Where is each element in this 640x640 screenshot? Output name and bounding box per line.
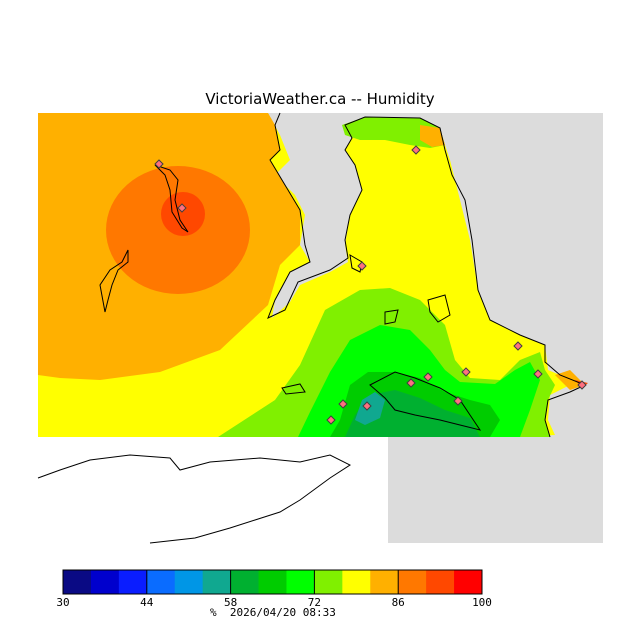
station-marker — [453, 396, 463, 406]
legend-color-swatch — [370, 570, 399, 594]
station-marker — [411, 145, 421, 155]
map-title: VictoriaWeather.ca -- Humidity — [205, 90, 435, 108]
legend-color-swatch — [63, 570, 92, 594]
legend-color-swatch — [286, 570, 315, 594]
legend-tick-label: 72 — [307, 596, 322, 609]
station-markers — [154, 145, 587, 425]
legend-color-swatch — [146, 570, 176, 594]
coastlines — [37, 112, 587, 544]
station-marker — [362, 401, 372, 411]
legend-tick-label: 100 — [472, 596, 492, 609]
legend-color-swatch — [202, 570, 232, 594]
legend-unit: % — [210, 606, 217, 619]
legend-tick-label: 44 — [140, 596, 154, 609]
humidity-zone-teal — [355, 392, 385, 425]
legend-color-swatch — [258, 570, 287, 594]
legend-color-bar — [63, 570, 483, 594]
station-marker — [461, 367, 471, 377]
legend-tick-label: 30 — [56, 596, 70, 609]
station-marker — [326, 415, 336, 425]
legend-color-swatch — [90, 570, 120, 594]
station-marker — [513, 341, 523, 351]
humidity-zone-core — [161, 192, 205, 236]
legend-tick-label: 58 — [223, 596, 238, 609]
station-marker — [406, 378, 416, 388]
legend-caption: % 2026/04/20 08:33 — [210, 606, 336, 619]
legend-color-swatch — [118, 570, 148, 594]
legend-color-swatch — [342, 570, 371, 594]
legend-color-swatch — [398, 570, 427, 594]
legend-color-swatch — [454, 570, 483, 594]
legend-color-swatch — [230, 570, 260, 594]
legend-color-swatch — [314, 570, 343, 594]
legend-color-swatch — [426, 570, 455, 594]
station-marker — [177, 203, 187, 213]
humidity-zone-north-green — [342, 117, 445, 148]
station-marker — [357, 261, 367, 271]
station-marker — [338, 399, 348, 409]
station-marker — [533, 369, 543, 379]
station-marker — [154, 159, 164, 169]
legend-color-swatch — [174, 570, 204, 594]
station-marker — [577, 380, 587, 390]
humidity-zone-north-orange — [420, 125, 445, 147]
legend-tick-label: 86 — [391, 596, 405, 609]
legend-tick-marks — [62, 570, 483, 594]
legend-timestamp: 2026/04/20 08:33 — [229, 606, 336, 619]
station-marker — [423, 372, 433, 382]
